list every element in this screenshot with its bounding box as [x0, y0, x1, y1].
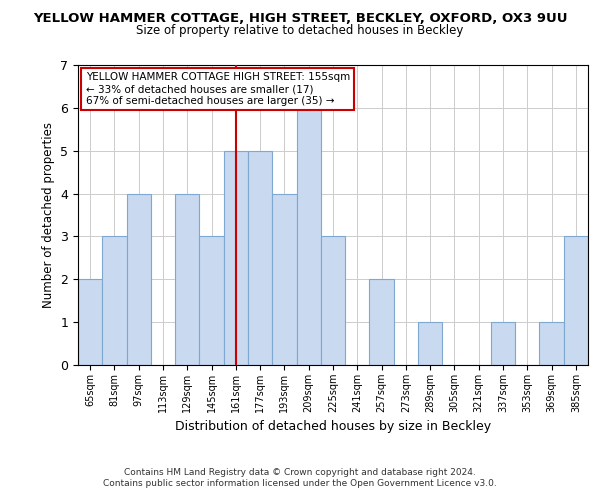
Bar: [102, 236, 127, 365]
Text: Contains HM Land Registry data © Crown copyright and database right 2024.
Contai: Contains HM Land Registry data © Crown c…: [103, 468, 497, 487]
Bar: [224, 150, 248, 365]
Bar: [248, 150, 272, 365]
Bar: [539, 322, 564, 365]
Bar: [491, 322, 515, 365]
Bar: [296, 108, 321, 365]
Bar: [78, 280, 102, 365]
Text: YELLOW HAMMER COTTAGE, HIGH STREET, BECKLEY, OXFORD, OX3 9UU: YELLOW HAMMER COTTAGE, HIGH STREET, BECK…: [33, 12, 567, 26]
Text: YELLOW HAMMER COTTAGE HIGH STREET: 155sqm
← 33% of detached houses are smaller (: YELLOW HAMMER COTTAGE HIGH STREET: 155sq…: [86, 72, 350, 106]
Bar: [321, 236, 345, 365]
Y-axis label: Number of detached properties: Number of detached properties: [42, 122, 55, 308]
X-axis label: Distribution of detached houses by size in Beckley: Distribution of detached houses by size …: [175, 420, 491, 434]
Bar: [199, 236, 224, 365]
Bar: [175, 194, 199, 365]
Bar: [564, 236, 588, 365]
Text: Size of property relative to detached houses in Beckley: Size of property relative to detached ho…: [136, 24, 464, 37]
Bar: [272, 194, 296, 365]
Bar: [370, 280, 394, 365]
Bar: [418, 322, 442, 365]
Bar: [127, 194, 151, 365]
